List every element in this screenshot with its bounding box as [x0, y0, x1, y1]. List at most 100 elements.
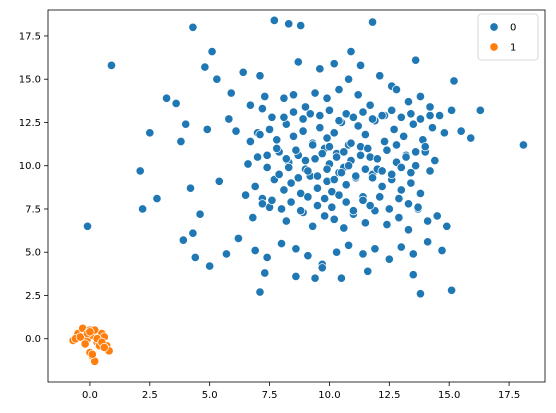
data-point-series-0 [274, 169, 284, 179]
data-point-series-0 [355, 60, 366, 70]
data-point-series-0 [435, 110, 445, 121]
data-point-series-0 [334, 190, 344, 200]
data-point-series-0 [415, 91, 426, 102]
data-point-series-0 [401, 152, 411, 162]
data-point-series-0 [257, 104, 267, 114]
data-point-series-0 [329, 59, 339, 69]
data-point-series-0 [279, 185, 289, 195]
data-point-series-0 [353, 121, 363, 131]
data-point-series-0 [406, 178, 416, 188]
data-point-series-0 [262, 150, 272, 160]
data-point-series-0 [358, 249, 368, 259]
data-point-series-0 [327, 202, 337, 212]
data-point-series-1 [85, 327, 95, 337]
data-point-series-0 [293, 173, 303, 183]
data-point-series-0 [367, 17, 378, 27]
data-point-series-0 [456, 126, 466, 136]
data-point-series-0 [224, 114, 234, 124]
data-point-series-0 [372, 154, 382, 164]
data-point-series-0 [286, 197, 296, 207]
data-point-series-0 [391, 140, 402, 150]
data-point-series-0 [411, 55, 421, 65]
data-point-series-0 [253, 152, 263, 162]
data-point-series-0 [360, 164, 370, 174]
data-point-series-0 [348, 206, 358, 216]
data-point-series-0 [439, 128, 449, 138]
data-point-series-0 [353, 90, 363, 100]
data-point-series-0 [188, 22, 198, 32]
data-point-series-0 [432, 211, 442, 221]
data-point-series-0 [310, 88, 320, 98]
data-point-series-0 [334, 116, 344, 126]
data-point-series-0 [305, 109, 315, 119]
data-point-series-0 [336, 273, 346, 283]
data-point-series-0 [396, 185, 406, 195]
points-layer [68, 15, 529, 366]
data-point-series-0 [403, 199, 414, 209]
data-point-series-0 [346, 138, 356, 148]
data-point-series-0 [363, 143, 373, 153]
data-point-series-0 [367, 173, 378, 183]
data-point-series-0 [370, 244, 380, 254]
legend-marker-0 [489, 22, 499, 32]
legend-label-1: 1 [510, 43, 516, 54]
x-tick-label: 7.5 [262, 390, 278, 401]
data-point-series-0 [308, 221, 318, 231]
data-point-series-0 [387, 169, 397, 179]
data-point-series-0 [315, 110, 325, 121]
data-point-series-1 [87, 349, 97, 359]
data-point-series-0 [449, 76, 459, 86]
data-point-series-0 [135, 166, 145, 176]
data-point-series-0 [367, 114, 378, 124]
data-point-series-0 [394, 194, 404, 204]
data-point-series-0 [329, 174, 339, 185]
data-point-series-0 [200, 62, 210, 72]
data-point-series-0 [248, 213, 258, 223]
data-point-series-0 [262, 252, 272, 262]
data-point-series-0 [423, 237, 433, 247]
data-point-series-0 [351, 171, 361, 181]
data-point-series-0 [406, 109, 416, 119]
data-point-series-0 [320, 211, 330, 221]
x-tick-label: 5.0 [202, 390, 218, 401]
x-tick-label: 15.0 [438, 390, 460, 401]
y-tick-label: 15.0 [19, 75, 41, 86]
data-point-series-0 [406, 168, 416, 178]
data-point-series-0 [394, 213, 404, 223]
data-point-series-0 [298, 114, 308, 124]
data-point-series-0 [475, 105, 485, 115]
y-tick-label: 10.0 [19, 161, 41, 172]
data-point-series-0 [312, 200, 323, 211]
data-point-series-0 [255, 287, 265, 297]
data-point-series-0 [375, 192, 385, 202]
data-point-series-0 [286, 178, 296, 188]
data-point-series-0 [241, 190, 251, 200]
data-point-series-0 [339, 147, 349, 157]
data-point-series-0 [348, 112, 358, 122]
data-point-series-0 [324, 142, 335, 152]
y-tick-label: 0.0 [25, 334, 41, 345]
data-point-series-0 [276, 239, 287, 249]
data-point-series-1 [99, 342, 109, 352]
data-point-series-0 [329, 214, 339, 224]
data-point-series-0 [291, 271, 301, 282]
data-point-series-0 [288, 131, 299, 141]
x-tick-label: 0.0 [82, 390, 98, 401]
data-point-series-0 [447, 105, 457, 115]
data-point-series-0 [231, 126, 241, 136]
data-point-series-0 [387, 105, 397, 115]
data-point-series-0 [296, 206, 306, 216]
data-point-series-0 [267, 112, 277, 122]
data-point-series-0 [317, 149, 327, 159]
data-point-series-0 [336, 168, 346, 178]
data-point-series-0 [106, 60, 117, 70]
data-point-series-0 [332, 247, 342, 257]
x-tick-label: 10.0 [318, 390, 340, 401]
data-point-series-0 [447, 285, 457, 295]
data-point-series-0 [427, 123, 438, 133]
data-point-series-0 [396, 162, 406, 173]
data-point-series-0 [260, 91, 270, 102]
data-point-series-0 [308, 140, 318, 150]
data-point-series-0 [272, 143, 282, 153]
data-point-series-0 [396, 112, 406, 122]
